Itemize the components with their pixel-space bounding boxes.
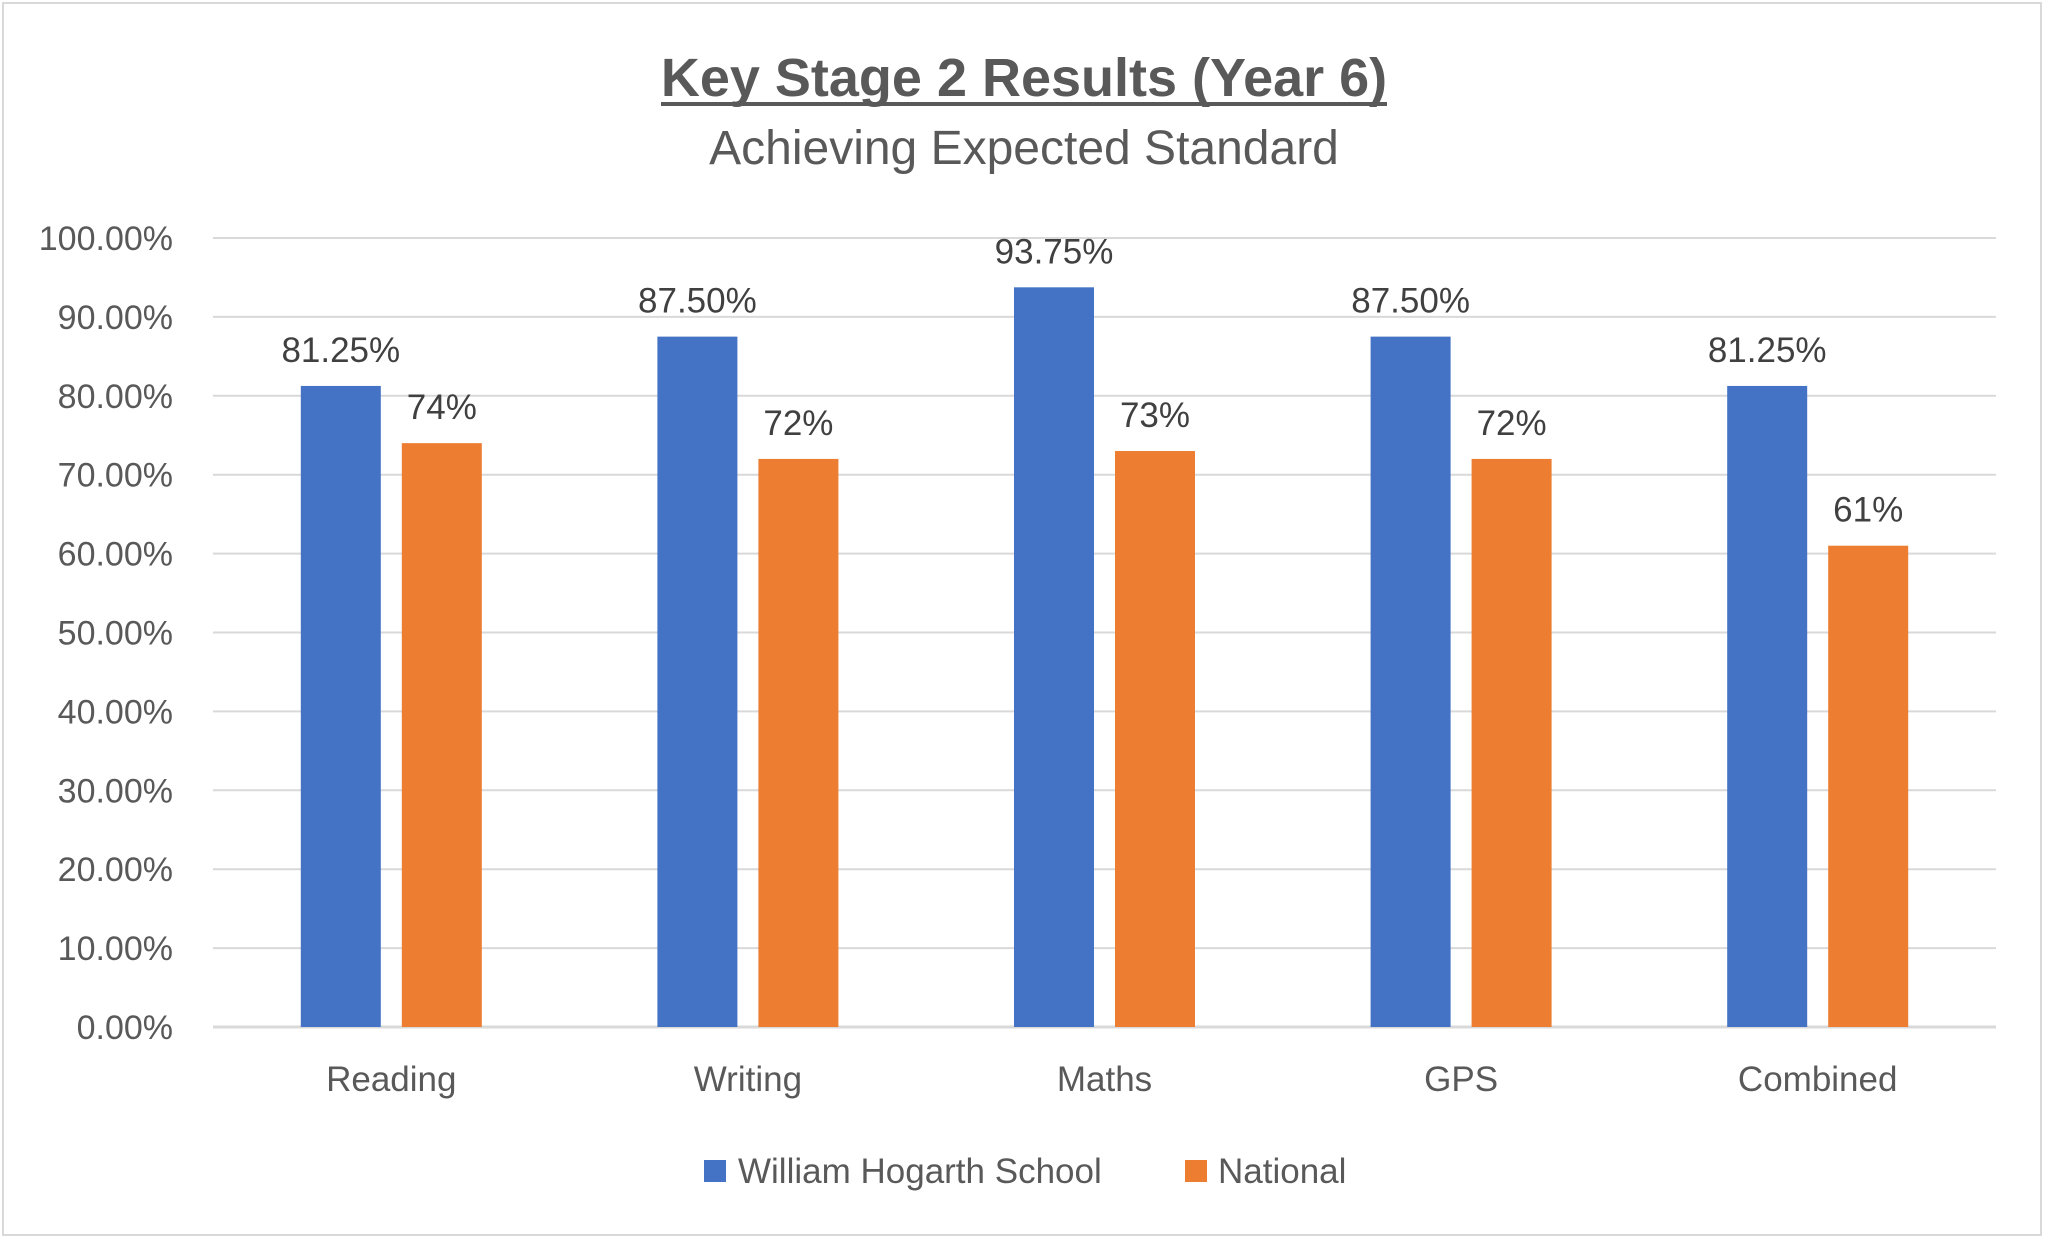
data-label: 61% <box>1833 491 1903 530</box>
bar-national-writing <box>758 458 839 1027</box>
bars <box>300 287 1909 1027</box>
chart-title: Key Stage 2 Results (Year 6) <box>661 48 1387 108</box>
y-tick-label: 80.00% <box>58 378 173 416</box>
legend-swatch <box>704 1160 726 1182</box>
bar-school-reading <box>300 385 381 1027</box>
x-category-label: Maths <box>1057 1060 1152 1099</box>
data-labels: 81.25%74%87.50%72%93.75%73%87.50%72%81.2… <box>281 232 1903 529</box>
axes: 0.00% 10.00% 20.00% 30.00% 40.00% 50.00% 60.00… <box>39 220 1996 1099</box>
bar-school-writing <box>657 336 738 1027</box>
data-label: 93.75% <box>995 232 1114 271</box>
data-label: 72% <box>763 404 833 443</box>
x-category-label: GPS <box>1424 1060 1498 1099</box>
y-tick-label: 10.00% <box>58 930 173 968</box>
y-tick-label: 100.00% <box>39 220 173 258</box>
bar-national-reading <box>401 443 482 1027</box>
y-tick-label: 0.00% <box>77 1009 173 1047</box>
y-tick-label: 40.00% <box>58 693 173 731</box>
data-label: 73% <box>1120 396 1190 435</box>
bar-national-maths <box>1115 451 1195 1027</box>
data-label: 74% <box>407 388 477 427</box>
data-label: 87.50% <box>638 282 757 321</box>
legend-label: William Hogarth School <box>738 1152 1102 1191</box>
bar-school-gps <box>1370 336 1451 1027</box>
y-tick-label: 70.00% <box>58 457 173 495</box>
data-label: 81.25% <box>281 331 400 370</box>
legend-swatch <box>1185 1160 1207 1182</box>
bar-national-gps <box>1471 458 1552 1027</box>
y-tick-label: 30.00% <box>58 772 173 810</box>
data-label: 72% <box>1477 404 1547 443</box>
bar-national-combined <box>1828 545 1909 1027</box>
x-category-label: Combined <box>1738 1060 1898 1099</box>
bar-school-combined <box>1727 385 1808 1027</box>
legend: William Hogarth School National <box>704 1152 1346 1191</box>
y-tick-label: 90.00% <box>58 299 173 337</box>
bar-school-maths <box>1014 287 1094 1027</box>
y-tick-label: 20.00% <box>58 851 173 889</box>
legend-label: National <box>1218 1152 1346 1191</box>
y-tick-label: 60.00% <box>58 536 173 574</box>
data-label: 81.25% <box>1708 331 1827 370</box>
x-category-label: Writing <box>694 1060 802 1099</box>
x-category-label: Reading <box>326 1060 456 1099</box>
y-tick-label: 50.00% <box>58 615 173 653</box>
gridlines <box>213 237 1996 950</box>
chart-subtitle: Achieving Expected Standard <box>709 122 1339 175</box>
data-label: 87.50% <box>1351 282 1470 321</box>
